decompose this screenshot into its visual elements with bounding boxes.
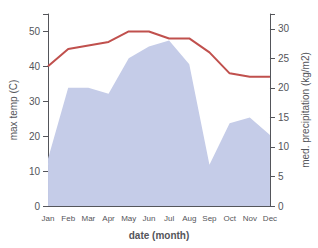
svg-text:Apr: Apr xyxy=(102,214,115,223)
svg-text:5: 5 xyxy=(278,171,284,182)
svg-text:Mar: Mar xyxy=(81,214,95,223)
svg-text:30: 30 xyxy=(29,96,41,107)
svg-text:0: 0 xyxy=(278,201,284,212)
svg-text:med. precipitation (kg/m2): med. precipitation (kg/m2) xyxy=(300,52,311,168)
svg-text:10: 10 xyxy=(29,166,41,177)
svg-text:50: 50 xyxy=(29,26,41,37)
svg-text:15: 15 xyxy=(278,112,290,123)
svg-text:25: 25 xyxy=(278,53,290,64)
svg-text:Sep: Sep xyxy=(202,214,217,223)
svg-text:Nov: Nov xyxy=(243,214,257,223)
svg-text:date (month): date (month) xyxy=(129,230,190,241)
svg-text:10: 10 xyxy=(278,141,290,152)
svg-text:Feb: Feb xyxy=(61,214,75,223)
svg-text:0: 0 xyxy=(34,201,40,212)
svg-text:max temp (C): max temp (C) xyxy=(8,80,19,141)
svg-text:20: 20 xyxy=(29,131,41,142)
svg-text:30: 30 xyxy=(278,23,290,34)
svg-text:Dec: Dec xyxy=(263,214,277,223)
svg-text:May: May xyxy=(121,214,136,223)
svg-text:Jun: Jun xyxy=(142,214,155,223)
svg-text:Jul: Jul xyxy=(164,214,174,223)
svg-text:Aug: Aug xyxy=(182,214,196,223)
svg-text:Oct: Oct xyxy=(223,214,236,223)
svg-text:40: 40 xyxy=(29,61,41,72)
svg-text:Jan: Jan xyxy=(42,214,55,223)
svg-text:20: 20 xyxy=(278,82,290,93)
